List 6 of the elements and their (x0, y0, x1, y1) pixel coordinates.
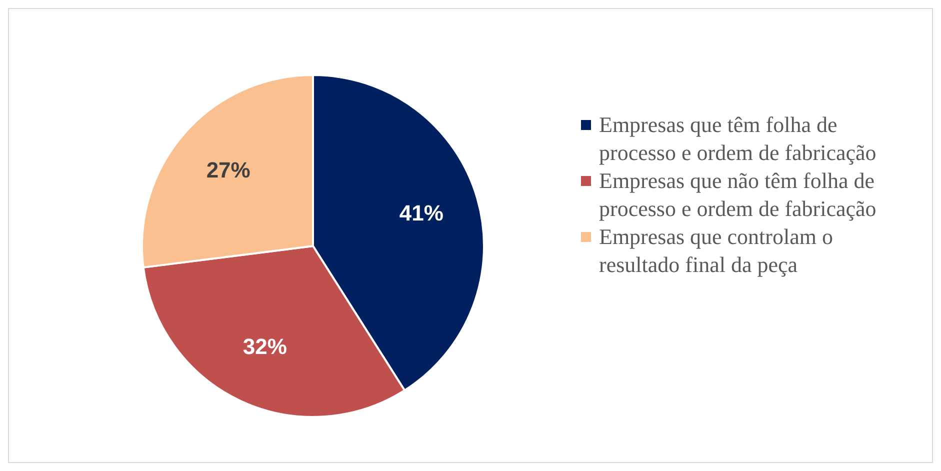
legend-label: Empresas que não têm folha de processo e ordem de fabricação (599, 167, 878, 223)
data-label: 27% (206, 157, 250, 182)
data-label: 41% (399, 200, 444, 226)
data-label: 32% (242, 334, 287, 360)
legend-label: Empresas que controlam o resultado final da peça (599, 223, 834, 279)
legend-label: Empresas que têm folha de processo e ordem de fabricação (599, 111, 878, 167)
